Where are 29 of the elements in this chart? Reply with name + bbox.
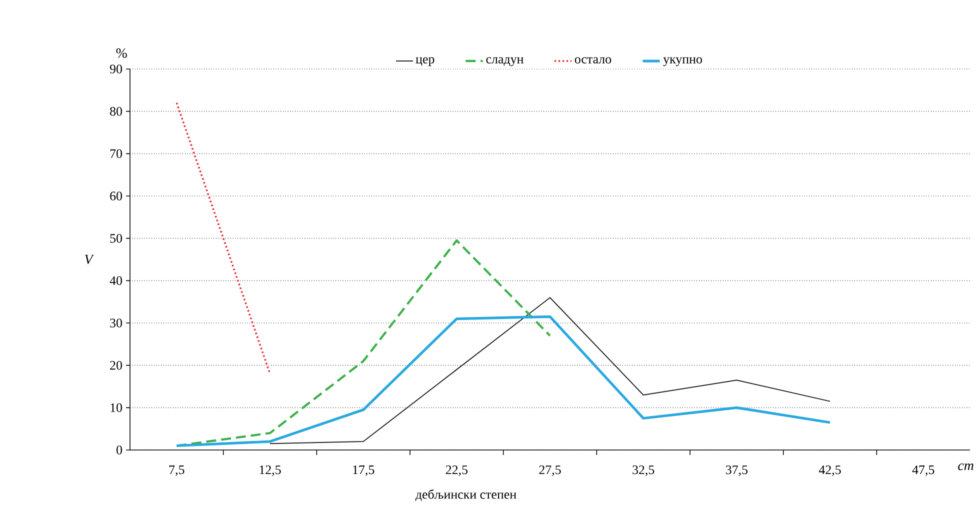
line-series bbox=[175, 315, 832, 448]
y-tick-label: 20 bbox=[110, 360, 122, 370]
y-axis-title: V bbox=[84, 254, 94, 264]
y-tick-label: 0 bbox=[116, 446, 122, 454]
x-tick-label: 22,5 bbox=[446, 465, 468, 476]
y-tick-label: 30 bbox=[110, 318, 122, 328]
legend-label: цер bbox=[416, 57, 434, 66]
text: % bbox=[116, 48, 127, 58]
x-tick-label: 27,5 bbox=[539, 465, 561, 476]
x-tick-label: 7,5 bbox=[169, 465, 184, 476]
x-tick-label: 47,5 bbox=[912, 465, 934, 476]
x-tick-label: 42,5 bbox=[818, 465, 841, 476]
line-series bbox=[270, 297, 831, 444]
x-tick-label: 12,5 bbox=[260, 465, 281, 476]
x-tick-label: 32,5 bbox=[632, 465, 654, 476]
text: cm bbox=[958, 463, 974, 470]
x-tick-label: 17,5 bbox=[353, 465, 374, 476]
y-tick-label: 50 bbox=[110, 234, 122, 243]
y-tick-label: 70 bbox=[110, 149, 122, 158]
y-tick-label: 40 bbox=[110, 276, 122, 286]
y-tick-label: 90 bbox=[110, 64, 122, 74]
x-axis-title: дебљински степен bbox=[415, 489, 516, 502]
y-tick-label: 10 bbox=[110, 403, 122, 412]
x-tick-label: 37,5 bbox=[726, 465, 748, 476]
legend-label: остало bbox=[574, 57, 612, 64]
y-tick-label: 80 bbox=[110, 106, 122, 116]
legend-label: укупно bbox=[663, 57, 702, 66]
y-tick-label: 60 bbox=[110, 192, 122, 200]
legend-label: сладун bbox=[486, 57, 524, 66]
